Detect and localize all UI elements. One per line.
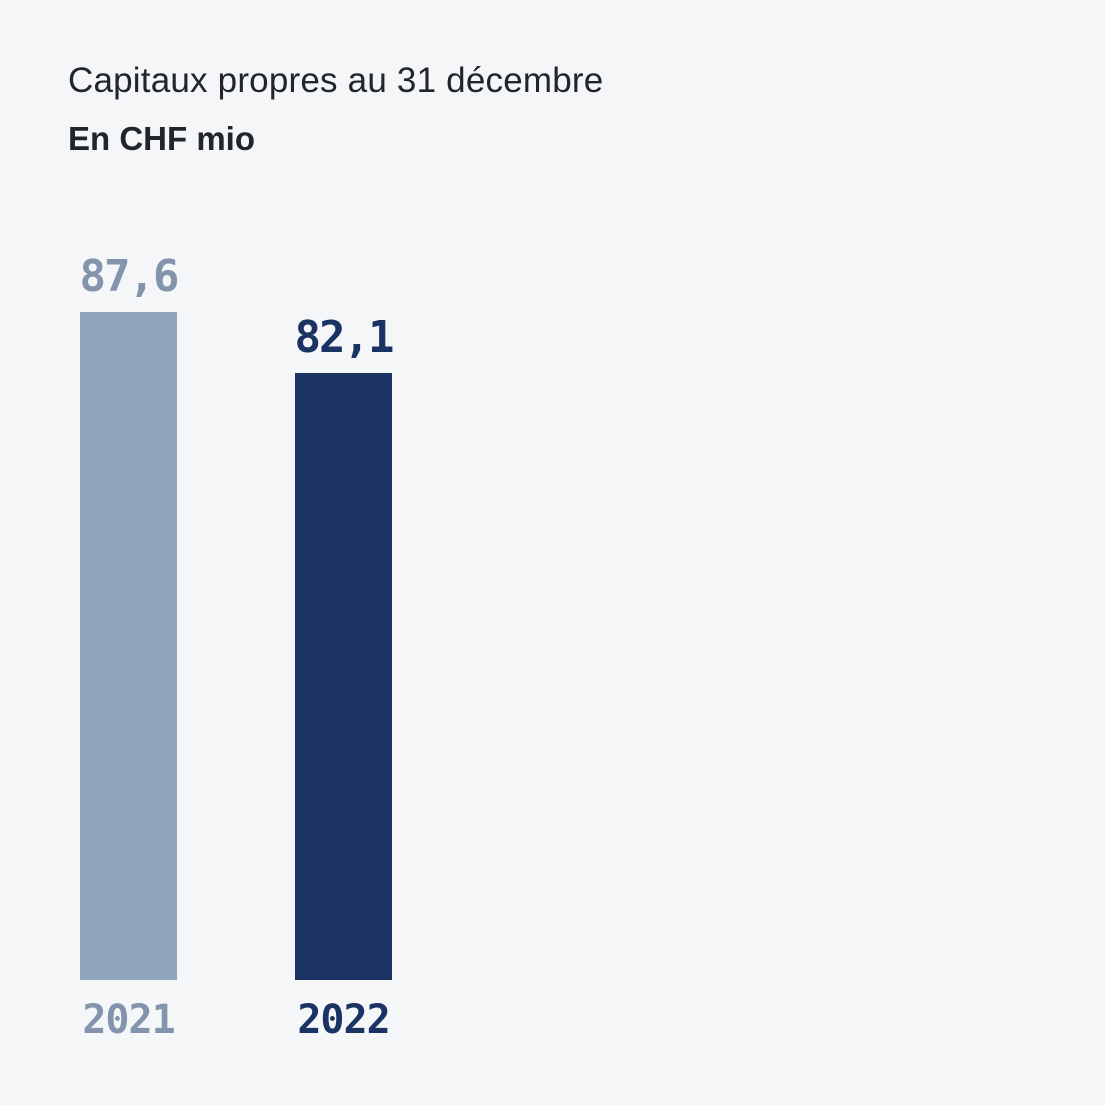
chart-subtitle: En CHF mio [68,120,255,157]
chart-title: Capitaux propres au 31 décembre [68,61,604,100]
axis-label-2022: 2022 [297,997,390,1043]
axis-label-2021: 2021 [82,997,175,1043]
value-label-2021: 87,6 [79,251,180,302]
value-label-2022: 82,1 [294,312,395,363]
bar-2022 [295,373,392,980]
bar-group-2021: 87,6 2021 [79,251,180,1041]
bar-group-2022: 82,1 2022 [294,312,395,1041]
chart-header: Capitaux propres au 31 décembre En CHF m… [68,60,603,158]
bar-2021 [80,312,177,980]
